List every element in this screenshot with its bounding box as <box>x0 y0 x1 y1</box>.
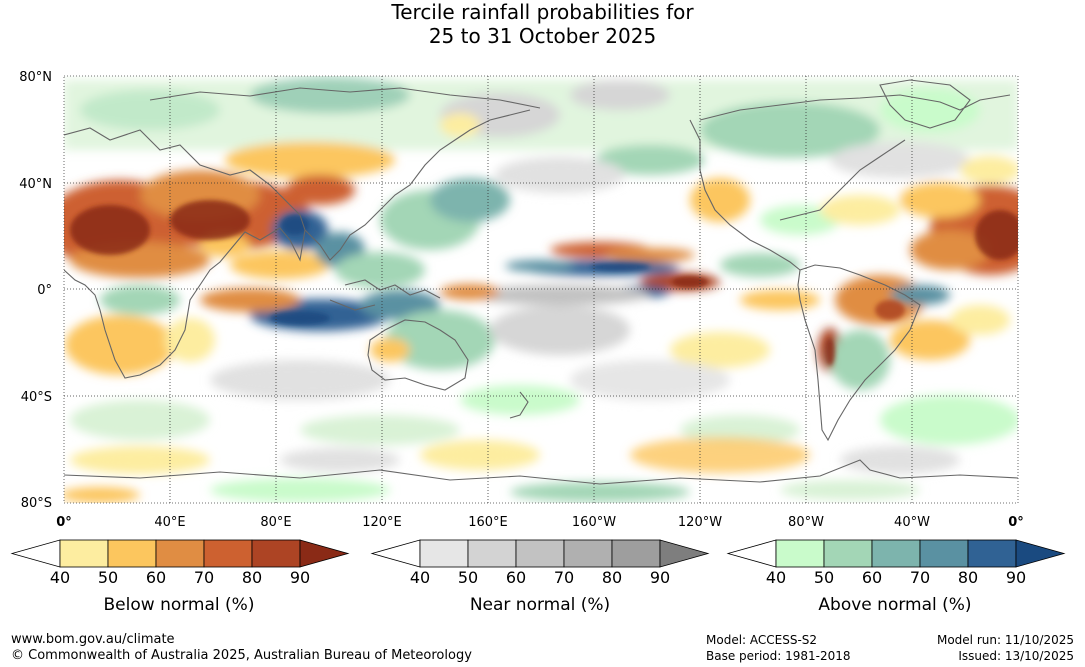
legend-tick-label: 80 <box>242 568 262 587</box>
model-name: Model: ACCESS-S2 <box>706 633 818 647</box>
lon-label: 0° <box>1008 515 1024 530</box>
legend-swatch <box>107 539 157 568</box>
legend-swatch <box>515 539 565 568</box>
legend-tick-label: 50 <box>814 568 834 587</box>
legend-swatch <box>871 539 921 568</box>
legend-swatch <box>203 539 253 568</box>
lon-label: 40°E <box>154 515 185 530</box>
lon-label: 120°W <box>678 515 722 530</box>
lat-label: 80°S <box>21 496 52 511</box>
legend-near-normal: Near normal (%) 40 50 60 70 80 90 <box>370 539 710 615</box>
legend-tick-label: 40 <box>766 568 786 587</box>
legend-tick-label: 70 <box>194 568 214 587</box>
legend-title: Near normal (%) <box>470 595 610 615</box>
map-border <box>63 75 1019 504</box>
legend-tick-label: 70 <box>554 568 574 587</box>
legend-swatch <box>919 539 969 568</box>
legend-tick-label: 40 <box>410 568 430 587</box>
legend-swatch <box>563 539 613 568</box>
legend-tick-label: 90 <box>1006 568 1026 587</box>
map-title: Tercile rainfall probabilities for 25 to… <box>0 0 1085 48</box>
legend-tick-label: 90 <box>290 568 310 587</box>
lon-label: 120°E <box>362 515 402 530</box>
legend-arrow-high <box>659 539 710 568</box>
base-period: Base period: 1981-2018 <box>706 649 851 663</box>
legend-tick-label: 80 <box>602 568 622 587</box>
probability-field <box>64 76 1018 503</box>
legend-below-normal: Below normal (%) 40 50 60 70 80 90 <box>10 539 350 615</box>
legend-tick-label: 50 <box>98 568 118 587</box>
copyright-text: © Commonwealth of Australia 2025, Austra… <box>11 648 472 663</box>
legend-tick-label: 70 <box>910 568 930 587</box>
legend-tick-label: 60 <box>862 568 882 587</box>
lon-label: 80°W <box>788 515 824 530</box>
legend-swatch <box>611 539 661 568</box>
legend-arrow-high <box>1015 539 1066 568</box>
longitude-labels: 0° 40°E 80°E 120°E 160°E 160°W 120°W 80°… <box>56 515 1024 530</box>
lon-label: 160°W <box>572 515 616 530</box>
lon-label: 0° <box>56 515 72 530</box>
legend-swatch <box>419 539 469 568</box>
legend-swatch <box>251 539 301 568</box>
legend-swatch <box>775 539 825 568</box>
legend-swatch <box>59 539 109 568</box>
legend-tick-label: 60 <box>146 568 166 587</box>
model-run-date: Model run: 11/10/2025 <box>936 633 1074 647</box>
legend-tick-label: 90 <box>650 568 670 587</box>
legend-arrow-low <box>10 539 61 568</box>
issued-date: Issued: 13/10/2025 <box>958 649 1074 663</box>
lon-label: 160°E <box>468 515 508 530</box>
title-line-2: 25 to 31 October 2025 <box>428 24 657 48</box>
legend-swatch <box>155 539 205 568</box>
lon-label: 40°W <box>894 515 930 530</box>
lat-label: 40°N <box>19 177 52 192</box>
website-link[interactable]: www.bom.gov.au/climate <box>11 632 175 647</box>
lat-label: 0° <box>37 283 52 298</box>
legend-arrow-low <box>370 539 421 568</box>
lon-label: 80°E <box>260 515 291 530</box>
lat-label: 80°N <box>19 70 52 85</box>
probability-patches <box>64 77 1018 503</box>
legend-swatch <box>467 539 517 568</box>
lat-label: 40°S <box>21 390 52 405</box>
latitude-labels: 80°N 40°N 0° 40°S 80°S <box>19 70 52 511</box>
legend-swatch <box>823 539 873 568</box>
legend-title: Below normal (%) <box>104 595 255 615</box>
legend-arrow-high <box>299 539 350 568</box>
legend-arrow-low <box>726 539 777 568</box>
coastlines <box>64 79 1018 485</box>
legend-tick-label: 40 <box>50 568 70 587</box>
title-line-1: Tercile rainfall probabilities for <box>391 0 694 24</box>
legend-above-normal: Above normal (%) 40 50 60 70 80 90 <box>726 539 1066 615</box>
legend-title: Above normal (%) <box>818 595 971 615</box>
legend-tick-label: 60 <box>506 568 526 587</box>
legend-swatch <box>967 539 1017 568</box>
graticule <box>64 76 1018 503</box>
legend-tick-label: 50 <box>458 568 478 587</box>
legend-tick-label: 80 <box>958 568 978 587</box>
